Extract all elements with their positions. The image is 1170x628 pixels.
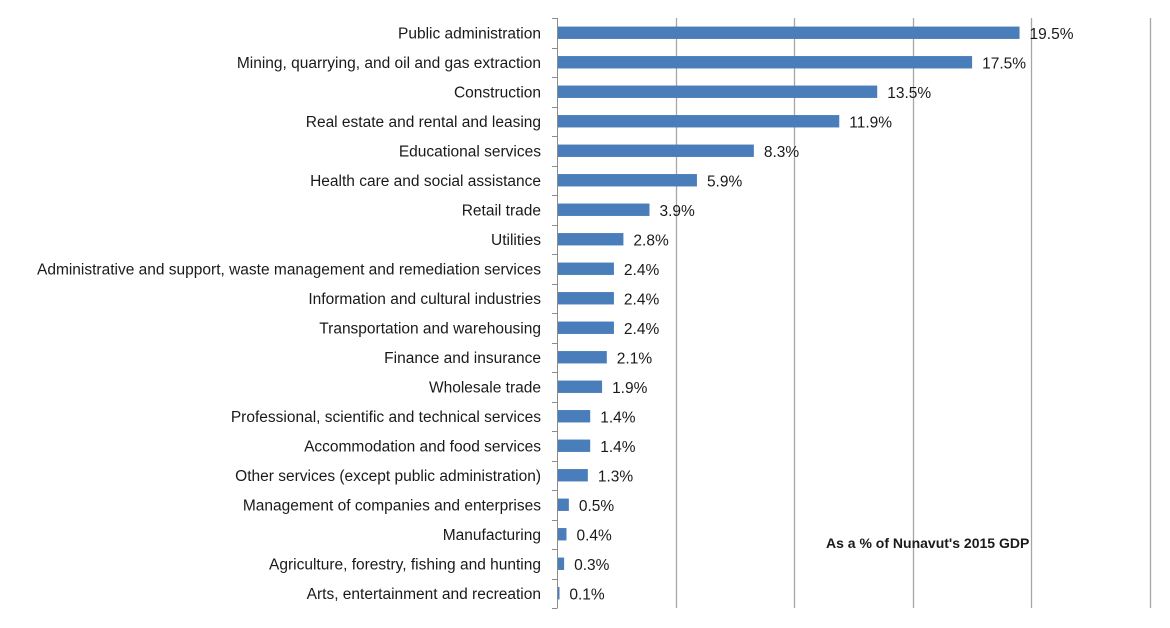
bar	[558, 351, 607, 364]
value-label: 1.9%	[612, 380, 648, 397]
bar	[558, 321, 614, 334]
bar	[558, 557, 565, 570]
bar	[558, 528, 567, 541]
category-label: Arts, entertainment and recreation	[307, 586, 541, 603]
value-label: 17.5%	[982, 55, 1026, 72]
bar	[558, 498, 569, 511]
category-label: Retail trade	[462, 202, 541, 219]
bar	[558, 439, 591, 452]
bar	[558, 26, 1020, 39]
value-label: 0.3%	[574, 557, 610, 574]
category-label: Professional, scientific and technical s…	[231, 409, 541, 426]
value-labels: 19.5%17.5% 13.5% 11.9% 8.3% 5.9% 3.9% 2.8% 2.4%…	[569, 26, 1073, 604]
bar	[558, 203, 650, 216]
gridlines	[675, 18, 1152, 608]
chart-annotation: As a % of Nunavut's 2015 GDP	[826, 535, 1029, 551]
category-label: Health care and social assistance	[310, 173, 541, 190]
value-label: 2.4%	[624, 291, 660, 308]
value-label: 19.5%	[1030, 26, 1074, 43]
value-label: 2.8%	[633, 232, 669, 249]
bar	[558, 410, 591, 423]
category-label: Administrative and support, waste manage…	[37, 261, 541, 278]
bars	[558, 26, 1020, 600]
value-label: 1.4%	[600, 439, 636, 456]
category-label: Transportation and warehousing	[319, 320, 541, 337]
value-label: 13.5%	[887, 85, 931, 102]
category-label: Public administration	[398, 25, 541, 42]
bar	[558, 292, 614, 305]
bar	[558, 144, 754, 157]
bar	[558, 85, 878, 98]
bar	[558, 262, 614, 275]
category-labels: Public administration Mining, quarrying, …	[37, 25, 541, 603]
category-label: Mining, quarrying, and oil and gas extra…	[237, 55, 541, 72]
value-label: 0.5%	[579, 498, 615, 515]
bar	[558, 380, 603, 393]
bar	[558, 469, 588, 482]
value-label: 1.4%	[600, 409, 636, 426]
category-axis	[552, 18, 558, 609]
category-label: Accommodation and food services	[304, 438, 541, 455]
category-label: Information and cultural industries	[308, 291, 541, 308]
category-label: Other services (except public administra…	[235, 468, 541, 485]
category-label: Management of companies and enterprises	[243, 497, 541, 514]
category-label: Construction	[454, 84, 541, 101]
value-label: 2.4%	[624, 321, 660, 338]
category-label: Wholesale trade	[429, 379, 541, 396]
value-label: 8.3%	[764, 144, 800, 161]
category-label: Educational services	[399, 143, 541, 160]
category-label: Agriculture, forestry, fishing and hunti…	[269, 556, 541, 573]
category-label: Manufacturing	[443, 527, 541, 544]
category-label: Finance and insurance	[384, 350, 541, 367]
bar	[558, 587, 560, 600]
bar	[558, 115, 840, 128]
bar	[558, 174, 697, 187]
value-label: 2.1%	[617, 350, 653, 367]
bar	[558, 56, 973, 69]
value-label: 5.9%	[707, 173, 743, 190]
value-label: 11.9%	[849, 114, 892, 131]
value-label: 0.4%	[576, 527, 612, 544]
category-label: Utilities	[491, 232, 541, 249]
bar	[558, 233, 624, 246]
value-label: 1.3%	[598, 468, 634, 485]
value-label: 2.4%	[624, 262, 660, 279]
category-label: Real estate and rental and leasing	[306, 114, 541, 131]
value-label: 3.9%	[660, 203, 696, 220]
value-label: 0.1%	[569, 586, 605, 603]
